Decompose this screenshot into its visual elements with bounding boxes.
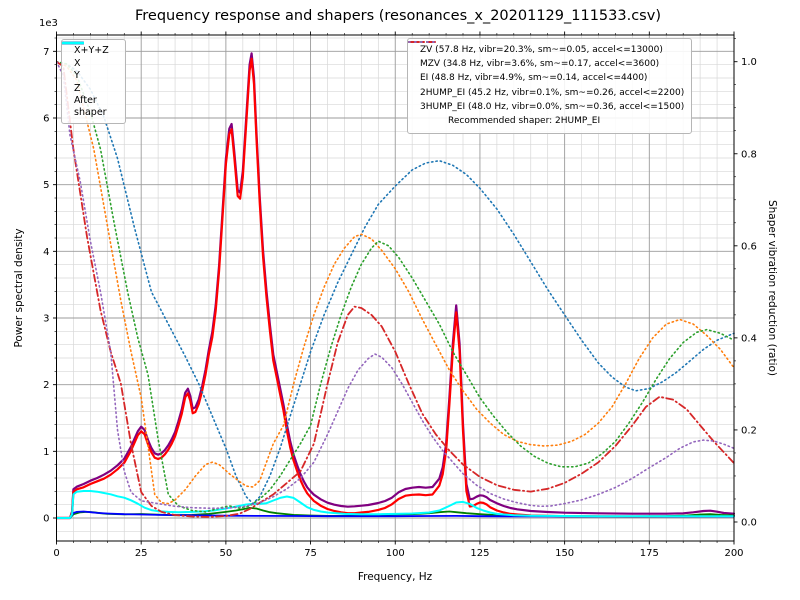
series-ei-line xyxy=(56,60,735,513)
svg-text:50: 50 xyxy=(220,548,233,559)
y-axis-label-left: Power spectral density xyxy=(13,228,25,348)
series-zv-line xyxy=(56,60,735,505)
legend-item: ZV (57.8 Hz, vibr=20.3%, sm~=0.05, accel… xyxy=(408,41,663,55)
legend-item: X+Y+Z xyxy=(62,41,109,56)
legend-shapers: ZV (57.8 Hz, vibr=20.3%, sm~=0.05, accel… xyxy=(407,38,693,135)
legend-item: EI (48.8 Hz, vibr=4.9%, sm~=0.14, accel<… xyxy=(408,41,648,84)
series-after-shaper-line xyxy=(56,490,735,519)
series-x-line xyxy=(56,57,735,520)
legend-recommendation: Recommended shaper: 2HUMP_EI xyxy=(448,116,601,127)
svg-text:100: 100 xyxy=(386,548,405,559)
y-axis-label-right: Shaper vibration reduction (ratio) xyxy=(766,199,778,377)
svg-text:4: 4 xyxy=(43,247,49,258)
legend-item: MZV (34.8 Hz, vibr=3.6%, sm~=0.17, accel… xyxy=(408,41,660,70)
legend-item: X xyxy=(62,41,84,69)
legend-psd: X+Y+Z X Y Z After shaper xyxy=(61,39,126,124)
svg-text:7: 7 xyxy=(43,47,49,58)
legend-item: Z xyxy=(62,41,84,94)
svg-text:0: 0 xyxy=(43,514,49,525)
svg-text:6: 6 xyxy=(43,114,49,125)
svg-text:0.4: 0.4 xyxy=(741,333,757,344)
svg-text:1.0: 1.0 xyxy=(741,57,757,68)
series-three-hump-ei-line xyxy=(56,60,735,510)
x-axis-label: Frequency, Hz xyxy=(357,571,433,583)
y-axis-offset-label: 1e3 xyxy=(39,18,58,29)
legend-item: Y xyxy=(62,41,84,81)
chart-title: Frequency response and shapers (resonanc… xyxy=(135,8,661,24)
svg-text:2: 2 xyxy=(43,380,49,391)
svg-text:175: 175 xyxy=(640,548,659,559)
svg-text:0.6: 0.6 xyxy=(741,241,757,252)
svg-text:75: 75 xyxy=(304,548,317,559)
legend-item: 2HUMP_EI (45.2 Hz, vibr=0.1%, sm~=0.26, … xyxy=(408,41,685,98)
svg-text:200: 200 xyxy=(724,548,743,559)
svg-text:0: 0 xyxy=(53,548,59,559)
svg-text:150: 150 xyxy=(555,548,574,559)
svg-text:0.0: 0.0 xyxy=(741,517,757,528)
svg-text:0.8: 0.8 xyxy=(741,149,757,160)
series-mzv-line xyxy=(56,60,735,505)
series-two-hump-ei-line xyxy=(56,60,735,518)
svg-text:25: 25 xyxy=(135,548,148,559)
svg-text:1: 1 xyxy=(43,447,49,458)
svg-text:3: 3 xyxy=(43,314,49,325)
svg-text:0.2: 0.2 xyxy=(741,425,757,436)
legend-item: After shaper xyxy=(62,41,107,118)
legend-item: 3HUMP_EI (48.0 Hz, vibr=0.0%, sm~=0.36, … xyxy=(408,41,685,112)
svg-text:125: 125 xyxy=(470,548,489,559)
svg-text:5: 5 xyxy=(43,180,49,191)
